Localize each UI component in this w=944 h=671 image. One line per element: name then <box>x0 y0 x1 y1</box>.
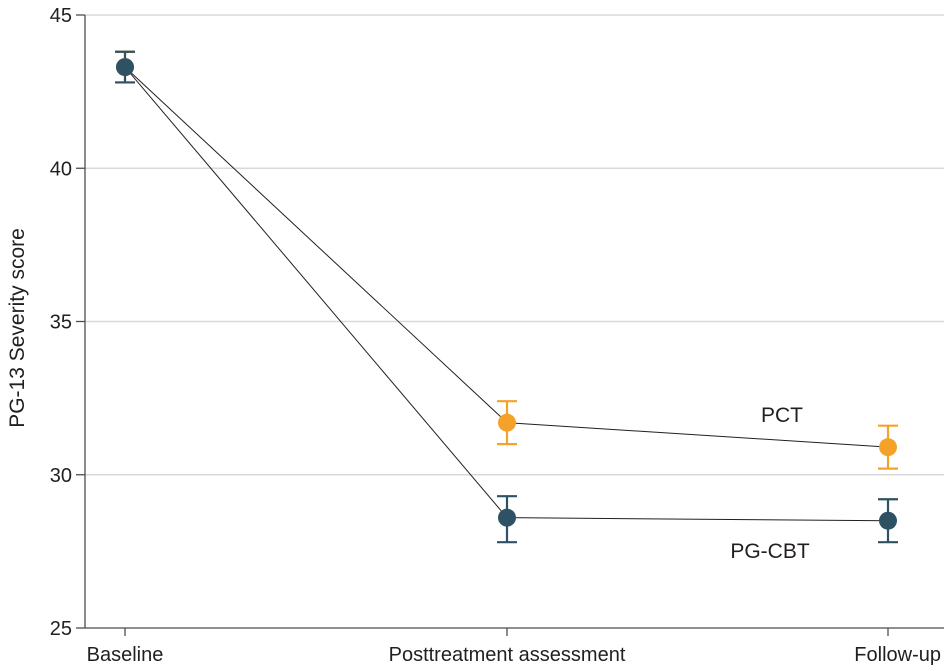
series-label-pg-cbt: PG-CBT <box>730 540 810 563</box>
series-lines <box>124 66 889 522</box>
series-labels: PCT PG-CBT <box>730 404 810 563</box>
series-line-pct <box>124 66 889 448</box>
data-point-pct <box>498 413 516 432</box>
y-tick-label: 30 <box>50 465 72 487</box>
gridlines <box>85 14 944 476</box>
data-point-pct <box>879 438 897 457</box>
data-point-pg-cbt <box>498 508 516 527</box>
data-points <box>116 58 897 530</box>
y-tick-label: 40 <box>50 158 72 180</box>
series-line-pg-cbt <box>124 66 889 522</box>
data-point-pg-cbt <box>116 58 134 77</box>
axes <box>76 14 944 636</box>
y-axis-title: PG-13 Severity score <box>6 228 29 428</box>
data-point-pg-cbt <box>879 511 897 530</box>
y-tick-label: 25 <box>50 618 72 640</box>
series-label-pct: PCT <box>761 404 803 427</box>
y-tick-label: 45 <box>50 5 72 27</box>
y-tick-label: 35 <box>50 312 72 334</box>
error-bars <box>115 50 898 544</box>
tick-labels: 25 30 35 40 45 Baseline Posttreatment assessme… <box>50 5 941 666</box>
x-tick-label: Posttreatment assessment <box>389 644 626 666</box>
x-tick-label: Baseline <box>87 644 164 666</box>
x-tick-label: Follow-up <box>854 644 941 666</box>
